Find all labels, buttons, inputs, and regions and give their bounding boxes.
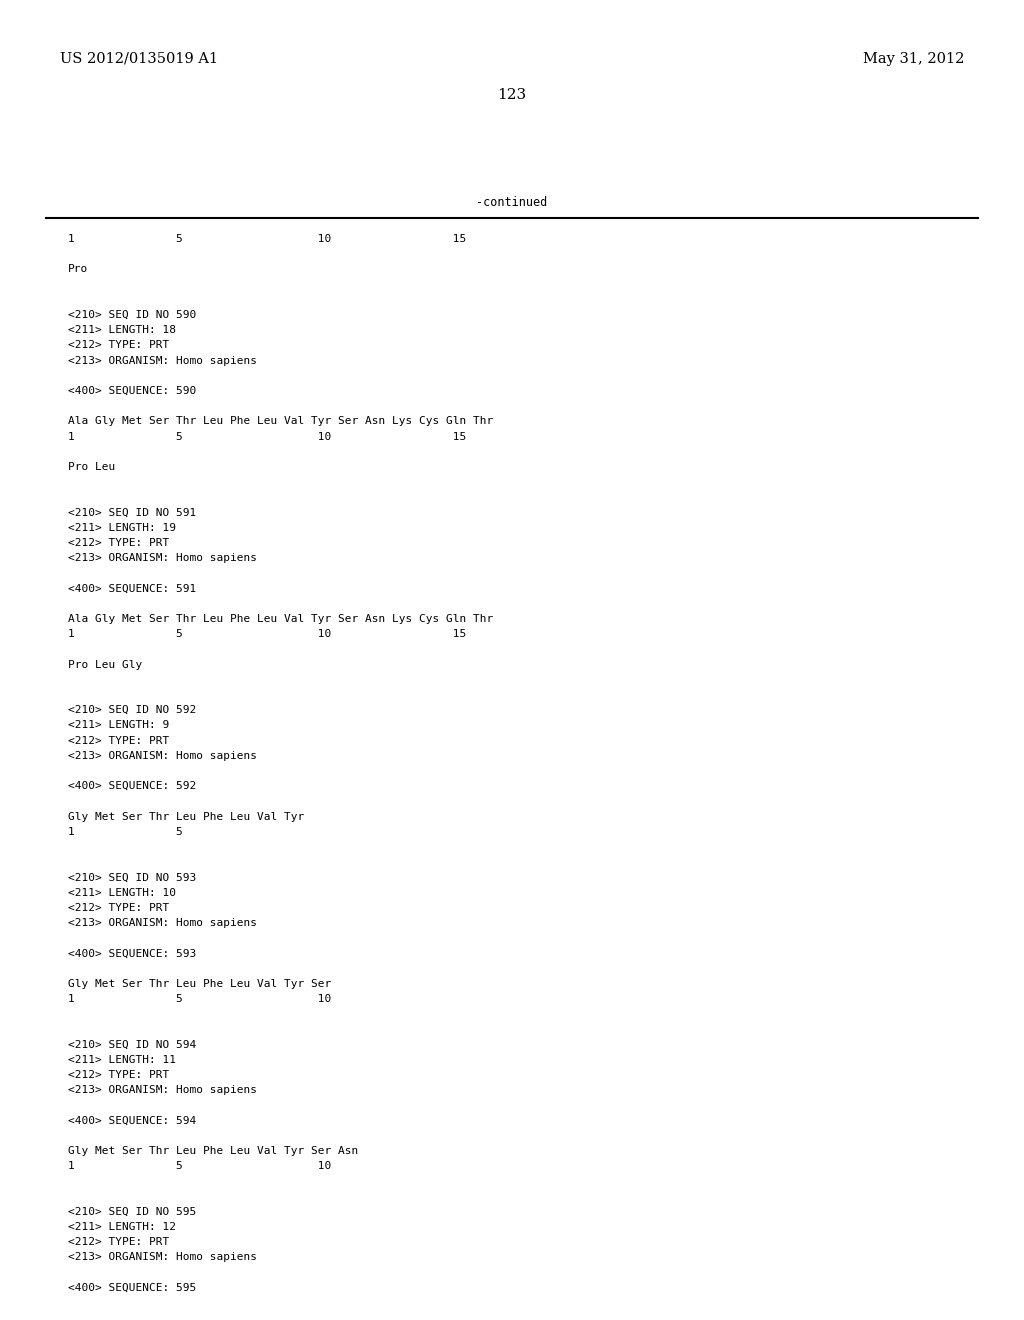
Text: 1               5                    10: 1 5 10 — [68, 994, 331, 1005]
Text: May 31, 2012: May 31, 2012 — [862, 51, 964, 66]
Text: <213> ORGANISM: Homo sapiens: <213> ORGANISM: Homo sapiens — [68, 1253, 257, 1262]
Text: <210> SEQ ID NO 592: <210> SEQ ID NO 592 — [68, 705, 197, 715]
Text: Pro: Pro — [68, 264, 88, 275]
Text: Gly Met Ser Thr Leu Phe Leu Val Tyr: Gly Met Ser Thr Leu Phe Leu Val Tyr — [68, 812, 304, 821]
Text: <213> ORGANISM: Homo sapiens: <213> ORGANISM: Homo sapiens — [68, 917, 257, 928]
Text: Gly Met Ser Thr Leu Phe Leu Val Tyr Ser Asn: Gly Met Ser Thr Leu Phe Leu Val Tyr Ser … — [68, 1146, 358, 1156]
Text: <400> SEQUENCE: 594: <400> SEQUENCE: 594 — [68, 1115, 197, 1126]
Text: 1               5                    10                  15: 1 5 10 15 — [68, 234, 466, 244]
Text: <211> LENGTH: 9: <211> LENGTH: 9 — [68, 721, 169, 730]
Text: <213> ORGANISM: Homo sapiens: <213> ORGANISM: Homo sapiens — [68, 355, 257, 366]
Text: 123: 123 — [498, 88, 526, 102]
Text: <210> SEQ ID NO 595: <210> SEQ ID NO 595 — [68, 1206, 197, 1217]
Text: <210> SEQ ID NO 591: <210> SEQ ID NO 591 — [68, 508, 197, 517]
Text: <211> LENGTH: 12: <211> LENGTH: 12 — [68, 1222, 176, 1232]
Text: <211> LENGTH: 18: <211> LENGTH: 18 — [68, 325, 176, 335]
Text: 1               5: 1 5 — [68, 826, 182, 837]
Text: <212> TYPE: PRT: <212> TYPE: PRT — [68, 341, 169, 350]
Text: <212> TYPE: PRT: <212> TYPE: PRT — [68, 903, 169, 913]
Text: 1               5                    10                  15: 1 5 10 15 — [68, 432, 466, 442]
Text: Ala Gly Met Ser Thr Leu Phe Leu Val Tyr Ser Asn Lys Cys Gln Thr: Ala Gly Met Ser Thr Leu Phe Leu Val Tyr … — [68, 614, 494, 624]
Text: <210> SEQ ID NO 593: <210> SEQ ID NO 593 — [68, 873, 197, 882]
Text: <213> ORGANISM: Homo sapiens: <213> ORGANISM: Homo sapiens — [68, 1085, 257, 1096]
Text: <212> TYPE: PRT: <212> TYPE: PRT — [68, 1237, 169, 1247]
Text: <400> SEQUENCE: 590: <400> SEQUENCE: 590 — [68, 385, 197, 396]
Text: <213> ORGANISM: Homo sapiens: <213> ORGANISM: Homo sapiens — [68, 751, 257, 760]
Text: Pro Leu Gly: Pro Leu Gly — [68, 660, 142, 669]
Text: <400> SEQUENCE: 591: <400> SEQUENCE: 591 — [68, 583, 197, 594]
Text: <211> LENGTH: 10: <211> LENGTH: 10 — [68, 887, 176, 898]
Text: US 2012/0135019 A1: US 2012/0135019 A1 — [60, 51, 218, 66]
Text: <213> ORGANISM: Homo sapiens: <213> ORGANISM: Homo sapiens — [68, 553, 257, 564]
Text: <211> LENGTH: 19: <211> LENGTH: 19 — [68, 523, 176, 533]
Text: <212> TYPE: PRT: <212> TYPE: PRT — [68, 735, 169, 746]
Text: <400> SEQUENCE: 595: <400> SEQUENCE: 595 — [68, 1283, 197, 1292]
Text: 1               5                    10                  15: 1 5 10 15 — [68, 630, 466, 639]
Text: <210> SEQ ID NO 594: <210> SEQ ID NO 594 — [68, 1040, 197, 1049]
Text: Ala Gly Met Ser Thr Leu Phe Leu Val Tyr Ser Asn Lys Cys Gln Thr: Ala Gly Met Ser Thr Leu Phe Leu Val Tyr … — [68, 416, 494, 426]
Text: 1               5                    10: 1 5 10 — [68, 1162, 331, 1171]
Text: -continued: -continued — [476, 195, 548, 209]
Text: Gly Met Ser Thr Leu Phe Leu Val Tyr Ser: Gly Met Ser Thr Leu Phe Leu Val Tyr Ser — [68, 979, 331, 989]
Text: <211> LENGTH: 11: <211> LENGTH: 11 — [68, 1055, 176, 1065]
Text: Pro Leu: Pro Leu — [68, 462, 116, 473]
Text: <400> SEQUENCE: 593: <400> SEQUENCE: 593 — [68, 948, 197, 958]
Text: <212> TYPE: PRT: <212> TYPE: PRT — [68, 1071, 169, 1080]
Text: <400> SEQUENCE: 592: <400> SEQUENCE: 592 — [68, 781, 197, 791]
Text: <210> SEQ ID NO 590: <210> SEQ ID NO 590 — [68, 310, 197, 319]
Text: <212> TYPE: PRT: <212> TYPE: PRT — [68, 539, 169, 548]
